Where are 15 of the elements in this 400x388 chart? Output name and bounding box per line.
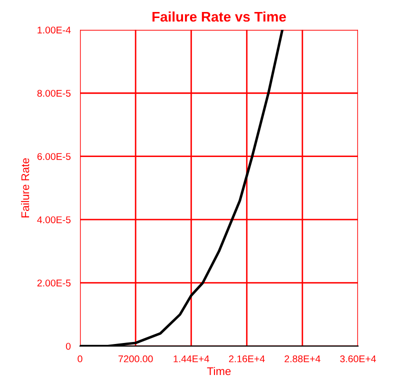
x-tick-label: 2.88E+4 bbox=[284, 355, 320, 362]
x-axis-title: Time bbox=[207, 366, 231, 376]
x-tick-label: 1.44E+4 bbox=[174, 355, 210, 362]
y-tick-label: 8.00E-5 bbox=[37, 90, 71, 97]
y-tick-label: 4.00E-5 bbox=[37, 216, 71, 224]
y-tick-label: 0 bbox=[66, 342, 71, 350]
y-tick-label: 1.00E-4 bbox=[38, 26, 71, 34]
y-tick-label: 2.00E-5 bbox=[37, 280, 71, 286]
y-tick-label: 6.00E-5 bbox=[37, 153, 71, 160]
y-axis-title: Failure Rate bbox=[21, 158, 30, 218]
x-tick-label: 7200.00 bbox=[118, 355, 153, 362]
x-tick-label: 3.60E+4 bbox=[340, 355, 376, 362]
x-tick-label: 2.16E+4 bbox=[229, 355, 265, 362]
chart-title: Failure Rate vs Time bbox=[152, 11, 286, 22]
x-tick-label: 0 bbox=[78, 355, 82, 362]
